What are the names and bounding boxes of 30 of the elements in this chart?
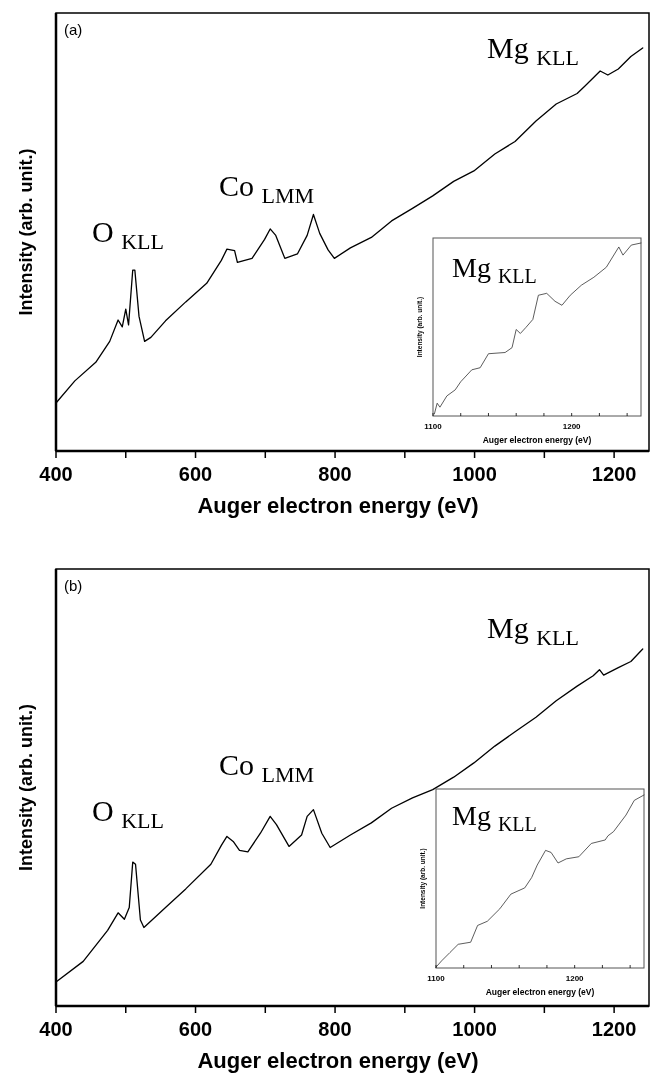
x-tick-label: 1100 — [427, 974, 446, 983]
x-tick-label: 1000 — [452, 463, 497, 485]
x-tick-label: 400 — [39, 463, 73, 485]
chart-title: (b) — [64, 577, 83, 594]
x-tick-label: 400 — [39, 1018, 73, 1040]
x-tick-label: 1200 — [591, 1018, 637, 1040]
x-tick-label: 1200 — [562, 422, 582, 431]
x-tick-label: 1000 — [452, 1018, 497, 1040]
annotation: Mg $_{KLL}$ — [487, 31, 579, 70]
annotation: O $_{KLL}$ — [92, 215, 164, 254]
x-axis-title: Auger electron energy (eV) — [482, 435, 592, 445]
y-axis-title: Intensity (arb. unit.) — [16, 703, 36, 872]
x-tick-label: 800 — [318, 1018, 352, 1040]
annotation: Co $_{LMM}$ — [219, 748, 315, 787]
annotation: O $_{KLL}$ — [92, 794, 164, 833]
x-tick-label: 1200 — [591, 463, 637, 485]
x-tick-label: 1200 — [565, 974, 585, 983]
x-axis-title: Auger electron energy (eV) — [485, 987, 595, 997]
x-tick-label: 1100 — [424, 422, 443, 431]
x-tick-label: 600 — [178, 463, 213, 485]
annotation: Co $_{LMM}$ — [219, 169, 315, 208]
x-tick-label: 600 — [178, 1018, 213, 1040]
x-axis-title: Auger electron energy (eV) — [197, 493, 479, 518]
x-tick-label: 800 — [318, 463, 352, 485]
annotation: Mg $_{KLL}$ — [487, 611, 579, 650]
annotation: Mg $_{KLL}$ — [452, 800, 537, 835]
annotation: Mg $_{KLL}$ — [452, 252, 537, 287]
chart-title: (a) — [64, 21, 83, 38]
x-axis-title: Auger electron energy (eV) — [197, 1048, 479, 1073]
y-axis-title: Intensity (arb. unit.) — [16, 148, 36, 316]
